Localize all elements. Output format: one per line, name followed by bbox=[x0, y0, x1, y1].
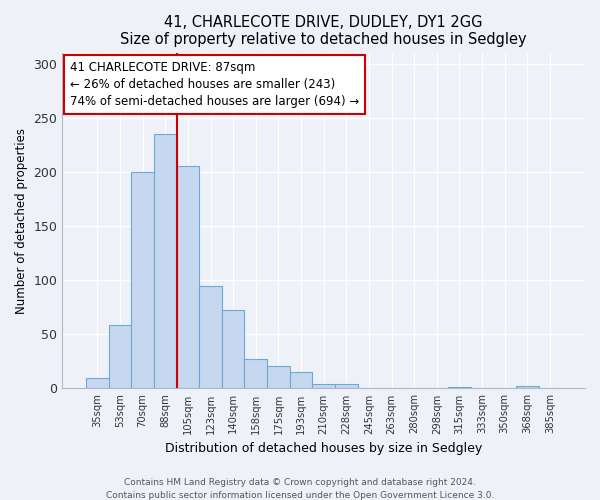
Bar bbox=[335, 384, 358, 388]
Bar bbox=[244, 359, 267, 388]
Bar bbox=[176, 166, 199, 388]
Bar bbox=[109, 324, 131, 388]
Title: 41, CHARLECOTE DRIVE, DUDLEY, DY1 2GG
Size of property relative to detached hous: 41, CHARLECOTE DRIVE, DUDLEY, DY1 2GG Si… bbox=[121, 15, 527, 48]
X-axis label: Distribution of detached houses by size in Sedgley: Distribution of detached houses by size … bbox=[165, 442, 482, 455]
Bar bbox=[86, 378, 109, 388]
Bar bbox=[516, 386, 539, 388]
Bar bbox=[222, 310, 244, 388]
Y-axis label: Number of detached properties: Number of detached properties bbox=[15, 128, 28, 314]
Text: Contains HM Land Registry data © Crown copyright and database right 2024.
Contai: Contains HM Land Registry data © Crown c… bbox=[106, 478, 494, 500]
Text: 41 CHARLECOTE DRIVE: 87sqm
← 26% of detached houses are smaller (243)
74% of sem: 41 CHARLECOTE DRIVE: 87sqm ← 26% of deta… bbox=[70, 61, 359, 108]
Bar bbox=[154, 134, 176, 388]
Bar bbox=[131, 172, 154, 388]
Bar bbox=[290, 372, 313, 388]
Bar bbox=[313, 384, 335, 388]
Bar bbox=[199, 286, 222, 389]
Bar bbox=[267, 366, 290, 388]
